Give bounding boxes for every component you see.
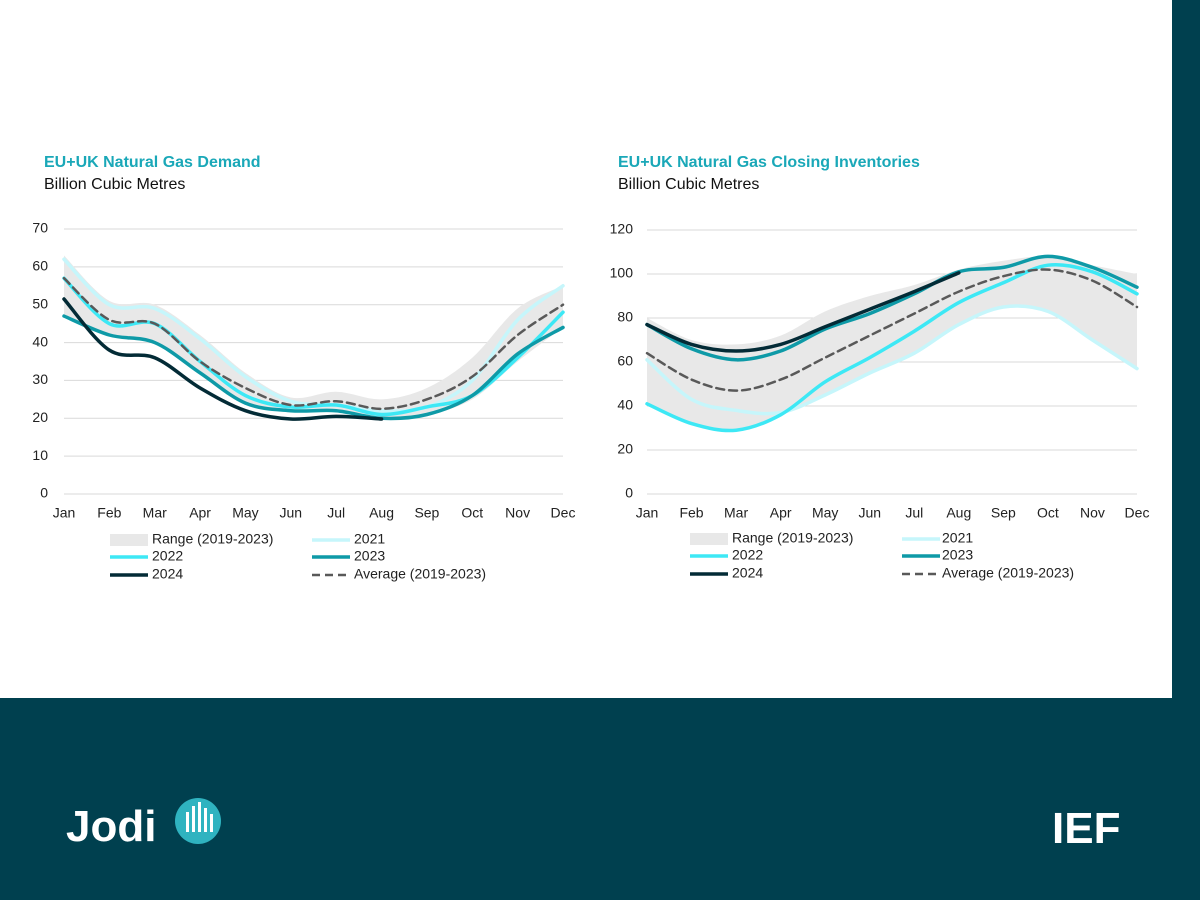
- legend-label: Range (2019-2023): [732, 530, 853, 546]
- jodi-logo: Jodi: [66, 802, 156, 851]
- y-tick-label: 30: [32, 371, 48, 387]
- x-tick-label: Mar: [724, 505, 748, 521]
- x-tick-label: Jan: [636, 505, 659, 521]
- legend-swatch: [690, 533, 728, 545]
- legend-label: 2022: [152, 548, 183, 564]
- x-tick-label: Sep: [414, 505, 439, 521]
- y-tick-label: 80: [617, 309, 633, 325]
- icon-bar: [198, 802, 201, 832]
- icon-bar: [186, 812, 189, 832]
- x-tick-label: Apr: [189, 505, 211, 521]
- x-tick-label: Nov: [1080, 505, 1105, 521]
- jodi-icon: [175, 798, 221, 844]
- x-tick-label: Feb: [97, 505, 121, 521]
- x-tick-label: May: [812, 505, 838, 521]
- x-tick-label: Dec: [551, 505, 576, 521]
- y-tick-label: 0: [40, 485, 48, 501]
- x-tick-label: Jul: [327, 505, 345, 521]
- y-tick-label: 0: [625, 485, 633, 501]
- series-line: [645, 254, 1139, 362]
- legend-swatch: [110, 534, 148, 546]
- ief-logo: IEF: [1052, 804, 1120, 853]
- x-tick-label: Oct: [461, 505, 483, 521]
- y-tick-label: 50: [32, 295, 48, 311]
- icon-bar: [204, 808, 207, 832]
- x-tick-label: Oct: [1037, 505, 1059, 521]
- side-bar: [1172, 0, 1200, 698]
- x-tick-label: May: [232, 505, 258, 521]
- legend-label: Average (2019-2023): [942, 565, 1074, 581]
- x-tick-label: Jan: [53, 505, 76, 521]
- series-line: [645, 271, 961, 353]
- icon-bar: [192, 806, 195, 832]
- x-tick-label: Nov: [505, 505, 530, 521]
- series-line: [62, 276, 565, 411]
- icon-bar: [210, 814, 213, 832]
- y-tick-label: 10: [32, 447, 48, 463]
- y-tick-label: 20: [617, 441, 633, 457]
- series-line: [645, 304, 1139, 416]
- x-tick-label: Jun: [280, 505, 303, 521]
- range-band: [64, 255, 563, 419]
- legend-label: Range (2019-2023): [152, 531, 273, 547]
- legend-label: 2023: [942, 547, 973, 563]
- series-line: [645, 263, 1139, 433]
- chart-subtitle: Billion Cubic Metres: [618, 176, 759, 193]
- x-tick-label: Mar: [143, 505, 167, 521]
- x-tick-label: Aug: [946, 505, 971, 521]
- chart-title: EU+UK Natural Gas Closing Inventories: [618, 154, 920, 171]
- legend-label: 2024: [152, 566, 183, 582]
- series-line: [645, 268, 1139, 392]
- x-tick-label: Apr: [770, 505, 792, 521]
- y-tick-label: 60: [32, 258, 48, 274]
- x-tick-label: Aug: [369, 505, 394, 521]
- series-line: [62, 297, 384, 421]
- footer-band: [0, 698, 1200, 900]
- legend-label: 2022: [732, 547, 763, 563]
- y-tick-label: 40: [32, 333, 48, 349]
- x-tick-label: Jun: [858, 505, 881, 521]
- x-tick-label: Dec: [1125, 505, 1150, 521]
- legend-label: 2021: [354, 531, 385, 547]
- y-tick-label: 60: [617, 353, 633, 369]
- legend-label: Average (2019-2023): [354, 566, 486, 582]
- x-tick-label: Sep: [991, 505, 1016, 521]
- legend-label: 2023: [354, 548, 385, 564]
- series-line: [62, 314, 565, 421]
- y-tick-label: 120: [610, 221, 634, 237]
- chart-title: EU+UK Natural Gas Demand: [44, 154, 261, 171]
- y-tick-label: 40: [617, 397, 633, 413]
- x-tick-label: Jul: [905, 505, 923, 521]
- chart-subtitle: Billion Cubic Metres: [44, 176, 185, 193]
- y-tick-label: 70: [32, 220, 48, 236]
- legend-label: 2021: [942, 530, 973, 546]
- legend-label: 2024: [732, 565, 763, 581]
- y-tick-label: 20: [32, 409, 48, 425]
- x-tick-label: Feb: [679, 505, 703, 521]
- y-tick-label: 100: [610, 265, 634, 281]
